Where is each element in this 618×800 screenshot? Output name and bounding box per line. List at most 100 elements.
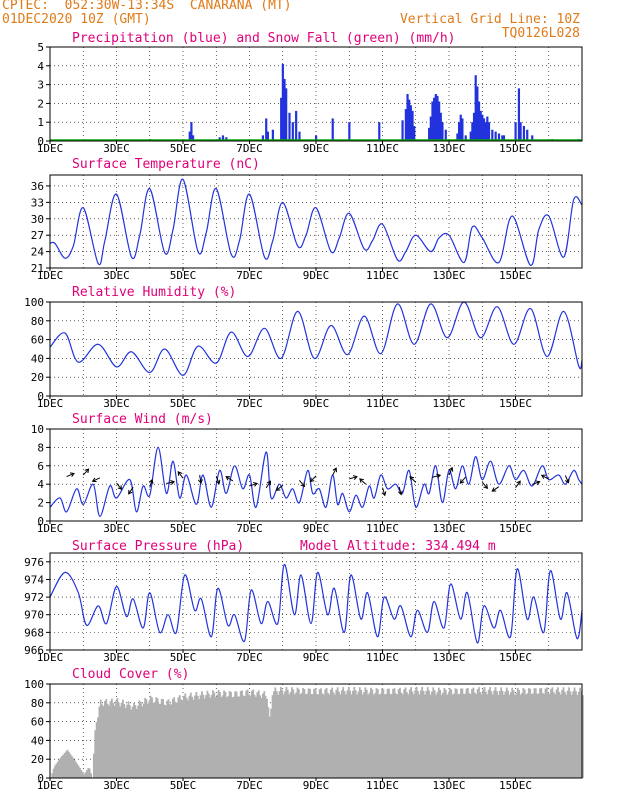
cloud-bar	[149, 695, 152, 778]
cloud-bar	[311, 694, 314, 778]
wind-arrow	[177, 471, 184, 479]
panel-5-ytick-label: 60	[31, 716, 44, 729]
cloud-bar	[414, 689, 417, 778]
cloud-bar	[479, 692, 482, 778]
panel-0-xtick-label: 3DEC	[103, 142, 130, 155]
wind-arrow	[432, 474, 441, 478]
cloud-bar	[79, 767, 81, 778]
cloud-bar	[443, 687, 446, 778]
panel-3-ytick-label: 0	[37, 515, 44, 528]
panel-0-ytick-label: 4	[37, 60, 44, 73]
panel-2-ytick-label: 80	[31, 315, 44, 328]
cloud-bar	[526, 693, 529, 778]
cloud-bar	[183, 695, 185, 778]
cloud-bar	[482, 689, 485, 778]
cloud-bar	[406, 692, 408, 778]
cloud-bar	[422, 690, 425, 778]
cloud-bar	[536, 693, 539, 778]
precip-bar	[494, 131, 497, 141]
cloud-bar	[264, 695, 267, 778]
cloud-bar	[62, 754, 65, 778]
cloud-bar	[442, 692, 444, 778]
cloud-bar	[343, 691, 346, 778]
panel-5-ytick-label: 100	[24, 678, 44, 691]
panel-1-xtick-label: 13DEC	[432, 269, 465, 282]
cloud-bar	[275, 691, 278, 778]
panel-0-xtick-label: 15DEC	[499, 142, 532, 155]
cloud-bar	[364, 687, 367, 778]
cloud-bar	[476, 689, 479, 778]
cloud-bar	[480, 694, 483, 778]
cloud-bar	[440, 694, 443, 778]
panel-1-xtick-label: 11DEC	[366, 269, 399, 282]
panel-0-ytick-label: 5	[37, 41, 44, 54]
wind-arrow	[491, 486, 500, 492]
cloud-bar	[181, 701, 184, 778]
wind-arrowhead	[84, 468, 90, 474]
panel-3-ytick-label: 2	[37, 497, 44, 510]
cloud-bar	[102, 706, 105, 778]
cloud-bar	[184, 693, 187, 778]
precip-bar	[265, 118, 268, 141]
cloud-bar	[72, 757, 74, 778]
cloud-bar	[407, 694, 410, 778]
wind-arrow	[359, 478, 367, 485]
panel-5-ytick-label: 40	[31, 734, 44, 747]
cloud-bar	[116, 698, 119, 778]
cloud-bar	[90, 773, 92, 778]
cloud-bar	[271, 695, 274, 778]
cloud-bar	[202, 694, 205, 778]
cloud-bar	[174, 701, 177, 778]
precip-bar	[461, 118, 464, 141]
cloud-bar	[525, 694, 527, 778]
cloud-bar	[462, 693, 465, 778]
cloud-bar	[213, 692, 216, 778]
cloud-bar	[300, 693, 303, 778]
cloud-bar	[52, 768, 55, 778]
cloud-bar	[439, 690, 442, 778]
precip-bar	[378, 122, 381, 141]
cloud-bar	[160, 698, 163, 778]
cloud-bar	[232, 696, 235, 778]
cloud-bar	[122, 699, 124, 778]
cloud-bar	[255, 696, 257, 778]
cloud-bar	[557, 687, 559, 778]
precip-bar	[411, 110, 414, 141]
cloud-bar	[95, 722, 98, 778]
wind-arrow	[332, 467, 337, 476]
wind-arrow	[249, 482, 258, 487]
cloud-bar	[201, 691, 203, 778]
cloud-bar	[248, 694, 250, 778]
cloud-bar	[69, 753, 72, 778]
panel-1-xtick-label: 3DEC	[103, 269, 130, 282]
wind-arrow	[398, 486, 402, 495]
cloud-bar	[521, 693, 523, 778]
cloud-bar	[252, 689, 255, 778]
panel-4-ytick-label: 968	[24, 626, 44, 639]
panel-5-title: Cloud Cover (%)	[72, 667, 189, 682]
panel-4-ytick-label: 976	[24, 556, 44, 569]
panel-1-xtick-label: 15DEC	[499, 269, 532, 282]
precip-bar	[502, 135, 506, 141]
cloud-bar	[306, 693, 309, 778]
cloud-bar	[498, 691, 501, 778]
panel-3-xtick-label: 13DEC	[432, 522, 465, 535]
panel-5-xtick-label: 5DEC	[170, 779, 197, 792]
panel-5-xtick-label: 1DEC	[37, 779, 64, 792]
cloud-bar	[274, 687, 277, 778]
panel-4-xtick-label: 11DEC	[366, 651, 399, 664]
panel-5-xtick-label: 3DEC	[103, 779, 130, 792]
cloud-bar	[411, 691, 414, 778]
cloud-bar	[68, 751, 70, 778]
precip-bar	[519, 122, 522, 141]
cloud-bar	[541, 693, 544, 778]
cloud-bar	[518, 689, 521, 778]
cloud-bar	[77, 765, 80, 778]
wind-arrow	[128, 486, 134, 495]
cloud-bar	[268, 716, 271, 778]
precip-bar	[298, 131, 301, 141]
panel-4-ytick-label: 966	[24, 644, 44, 657]
wind-arrow	[459, 476, 467, 484]
cloud-bar	[221, 695, 224, 778]
cloud-bar	[115, 701, 117, 778]
